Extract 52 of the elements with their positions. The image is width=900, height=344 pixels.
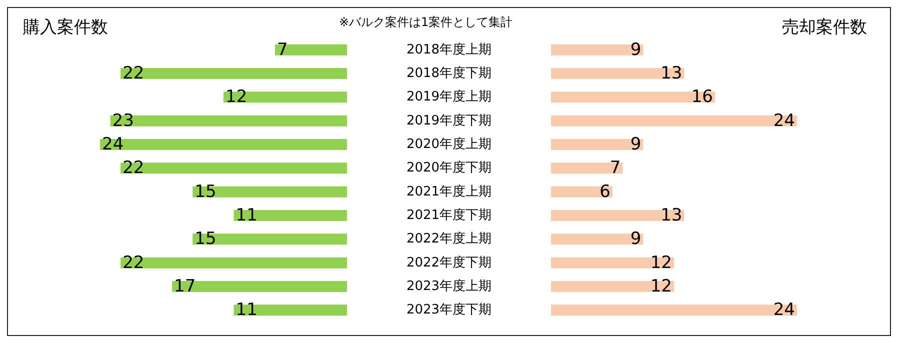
- data-label: 24: [773, 110, 795, 131]
- bar: [192, 186, 347, 198]
- y-tick-label: 2020年度下期: [406, 160, 492, 176]
- data-label: 12: [226, 87, 248, 108]
- data-label: 24: [773, 300, 795, 320]
- y-tick-label: 2023年度下期: [406, 302, 492, 318]
- y-tick-label: 2019年度下期: [406, 112, 492, 128]
- y-tick-label: 2020年度上期: [406, 136, 492, 152]
- bar: [110, 115, 347, 126]
- data-label: 15: [194, 229, 216, 250]
- bar: [172, 281, 347, 292]
- bar: [234, 210, 347, 221]
- data-label: 16: [691, 87, 713, 108]
- bar: [234, 304, 347, 316]
- data-label: 7: [610, 158, 621, 178]
- data-label: 12: [650, 252, 672, 273]
- text: ※バルク案件は1案件として集計: [339, 15, 513, 29]
- data-label: 9: [630, 134, 642, 154]
- y-tick-label: 2018年度上期: [406, 41, 492, 58]
- y-tick-label: 2021年度下期: [406, 207, 492, 223]
- bar: [551, 44, 644, 56]
- y-tick-label: 2019年度上期: [406, 88, 492, 105]
- data-label: 13: [660, 206, 682, 226]
- chart-title: 売却案件数: [782, 18, 867, 38]
- bar: [551, 162, 623, 174]
- data-label: 9: [630, 229, 642, 250]
- data-label: 17: [174, 276, 196, 296]
- data-label: 22: [122, 158, 144, 178]
- data-label: 7: [276, 40, 288, 60]
- bar: [551, 257, 674, 268]
- chart-title: 購入案件数: [23, 18, 108, 38]
- bar: [120, 257, 347, 268]
- data-label: 22: [122, 252, 144, 273]
- data-label: 9: [630, 40, 642, 60]
- y-tick-label: 2023年度上期: [406, 278, 492, 294]
- data-label: 6: [600, 182, 610, 202]
- data-label: 11: [236, 206, 258, 226]
- data-label: 23: [112, 110, 134, 131]
- bar: [551, 115, 797, 126]
- data-label: 24: [102, 134, 124, 154]
- data-label: 22: [122, 64, 144, 84]
- data-label: 12: [650, 276, 672, 296]
- y-tick-label: 2018年度下期: [406, 65, 492, 81]
- y-tick-label: 2022年度下期: [406, 254, 492, 270]
- data-label: 13: [660, 64, 682, 84]
- bar: [551, 186, 612, 198]
- bar: [274, 44, 347, 56]
- y-tick-label: 2022年度上期: [406, 230, 492, 247]
- data-label: 11: [236, 300, 258, 320]
- bar: [192, 234, 347, 245]
- y-tick-label: 2021年度上期: [406, 183, 492, 200]
- data-label: 15: [194, 182, 216, 202]
